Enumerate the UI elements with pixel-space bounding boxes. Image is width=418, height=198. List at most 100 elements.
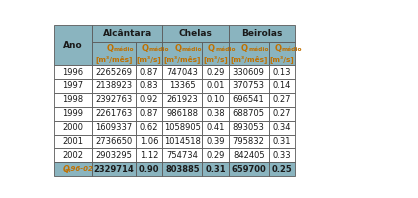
Text: 0.38: 0.38 [206,109,225,118]
Text: Q: Q [62,165,69,174]
Bar [162,135,202,148]
Text: [m³/s]: [m³/s] [203,55,228,63]
Bar [269,79,295,93]
Bar [202,93,229,107]
Bar [162,107,202,121]
Text: 1996: 1996 [62,68,84,77]
Bar [202,79,229,93]
Text: Beirolas: Beirolas [241,29,283,38]
Bar [54,107,92,121]
Text: [m³/s]: [m³/s] [137,55,161,63]
Text: 0.90: 0.90 [139,165,159,174]
Text: 1.06: 1.06 [140,137,158,146]
Bar [229,79,269,93]
Bar [92,148,136,162]
Text: 0.27: 0.27 [273,95,291,104]
Bar [202,148,229,162]
Text: 754734: 754734 [166,151,198,160]
Text: 330609: 330609 [233,68,265,77]
Text: Chelas: Chelas [178,29,212,38]
Text: 370753: 370753 [233,82,265,90]
Text: [m³/mês]: [m³/mês] [95,55,133,63]
Bar [136,135,162,148]
Bar [162,148,202,162]
Bar [92,162,136,176]
Text: Q: Q [141,44,148,53]
Text: 659700: 659700 [231,165,266,174]
Text: médio: médio [215,47,236,52]
Text: 2265269: 2265269 [95,68,133,77]
Text: 0.34: 0.34 [273,123,291,132]
Bar [229,121,269,135]
Text: 0.39: 0.39 [206,137,225,146]
Bar [54,93,92,107]
Bar [162,65,202,79]
Text: Q: Q [175,44,182,53]
Text: 0.87: 0.87 [140,109,158,118]
Text: 1058905: 1058905 [164,123,201,132]
Bar [202,42,229,65]
Text: 96-02: 96-02 [69,166,93,172]
Bar [202,135,229,148]
Text: 1.12: 1.12 [140,151,158,160]
Bar [54,79,92,93]
Bar [54,162,92,176]
Bar [92,25,162,42]
Bar [229,93,269,107]
Text: [m³/mês]: [m³/mês] [230,55,268,63]
Bar [136,148,162,162]
Text: 1014518: 1014518 [164,137,201,146]
Bar [269,121,295,135]
Text: 261923: 261923 [166,95,198,104]
Text: médio: médio [282,47,302,52]
Bar [202,121,229,135]
Text: Q: Q [241,44,248,53]
Text: 803885: 803885 [165,165,200,174]
Bar [269,42,295,65]
Text: médio: médio [149,47,169,52]
Bar [136,93,162,107]
Text: 986188: 986188 [166,109,198,118]
Bar [136,121,162,135]
Text: [m³/mês]: [m³/mês] [163,55,201,63]
Bar [269,162,295,176]
Bar [229,135,269,148]
Text: 842405: 842405 [233,151,265,160]
Text: 747043: 747043 [166,68,198,77]
Bar [92,93,136,107]
Text: 0.92: 0.92 [140,95,158,104]
Bar [162,93,202,107]
Text: 696541: 696541 [233,95,265,104]
Bar [54,65,92,79]
Bar [92,135,136,148]
Bar [269,65,295,79]
Text: 0.31: 0.31 [273,137,291,146]
Bar [162,121,202,135]
Text: Ano: Ano [63,41,83,50]
Text: Alcântara: Alcântara [103,29,152,38]
Text: 2392763: 2392763 [95,95,133,104]
Text: 2002: 2002 [62,151,84,160]
Bar [92,42,136,65]
Text: 2261763: 2261763 [95,109,133,118]
Text: 0.10: 0.10 [206,95,225,104]
Text: 0.83: 0.83 [140,82,158,90]
Text: [m³/s]: [m³/s] [270,55,294,63]
Text: Q: Q [208,44,215,53]
Text: médio: médio [182,47,202,52]
Bar [54,121,92,135]
Bar [92,65,136,79]
Bar [136,79,162,93]
Bar [162,42,202,65]
Text: 2000: 2000 [62,123,84,132]
Text: 2736650: 2736650 [95,137,133,146]
Bar [202,162,229,176]
Bar [229,162,269,176]
Bar [54,148,92,162]
Text: 1609337: 1609337 [95,123,133,132]
Text: médio: médio [114,47,134,52]
Text: 0.87: 0.87 [140,68,158,77]
Text: 0.25: 0.25 [272,165,292,174]
Text: Q: Q [106,44,113,53]
Text: 0.01: 0.01 [206,82,225,90]
